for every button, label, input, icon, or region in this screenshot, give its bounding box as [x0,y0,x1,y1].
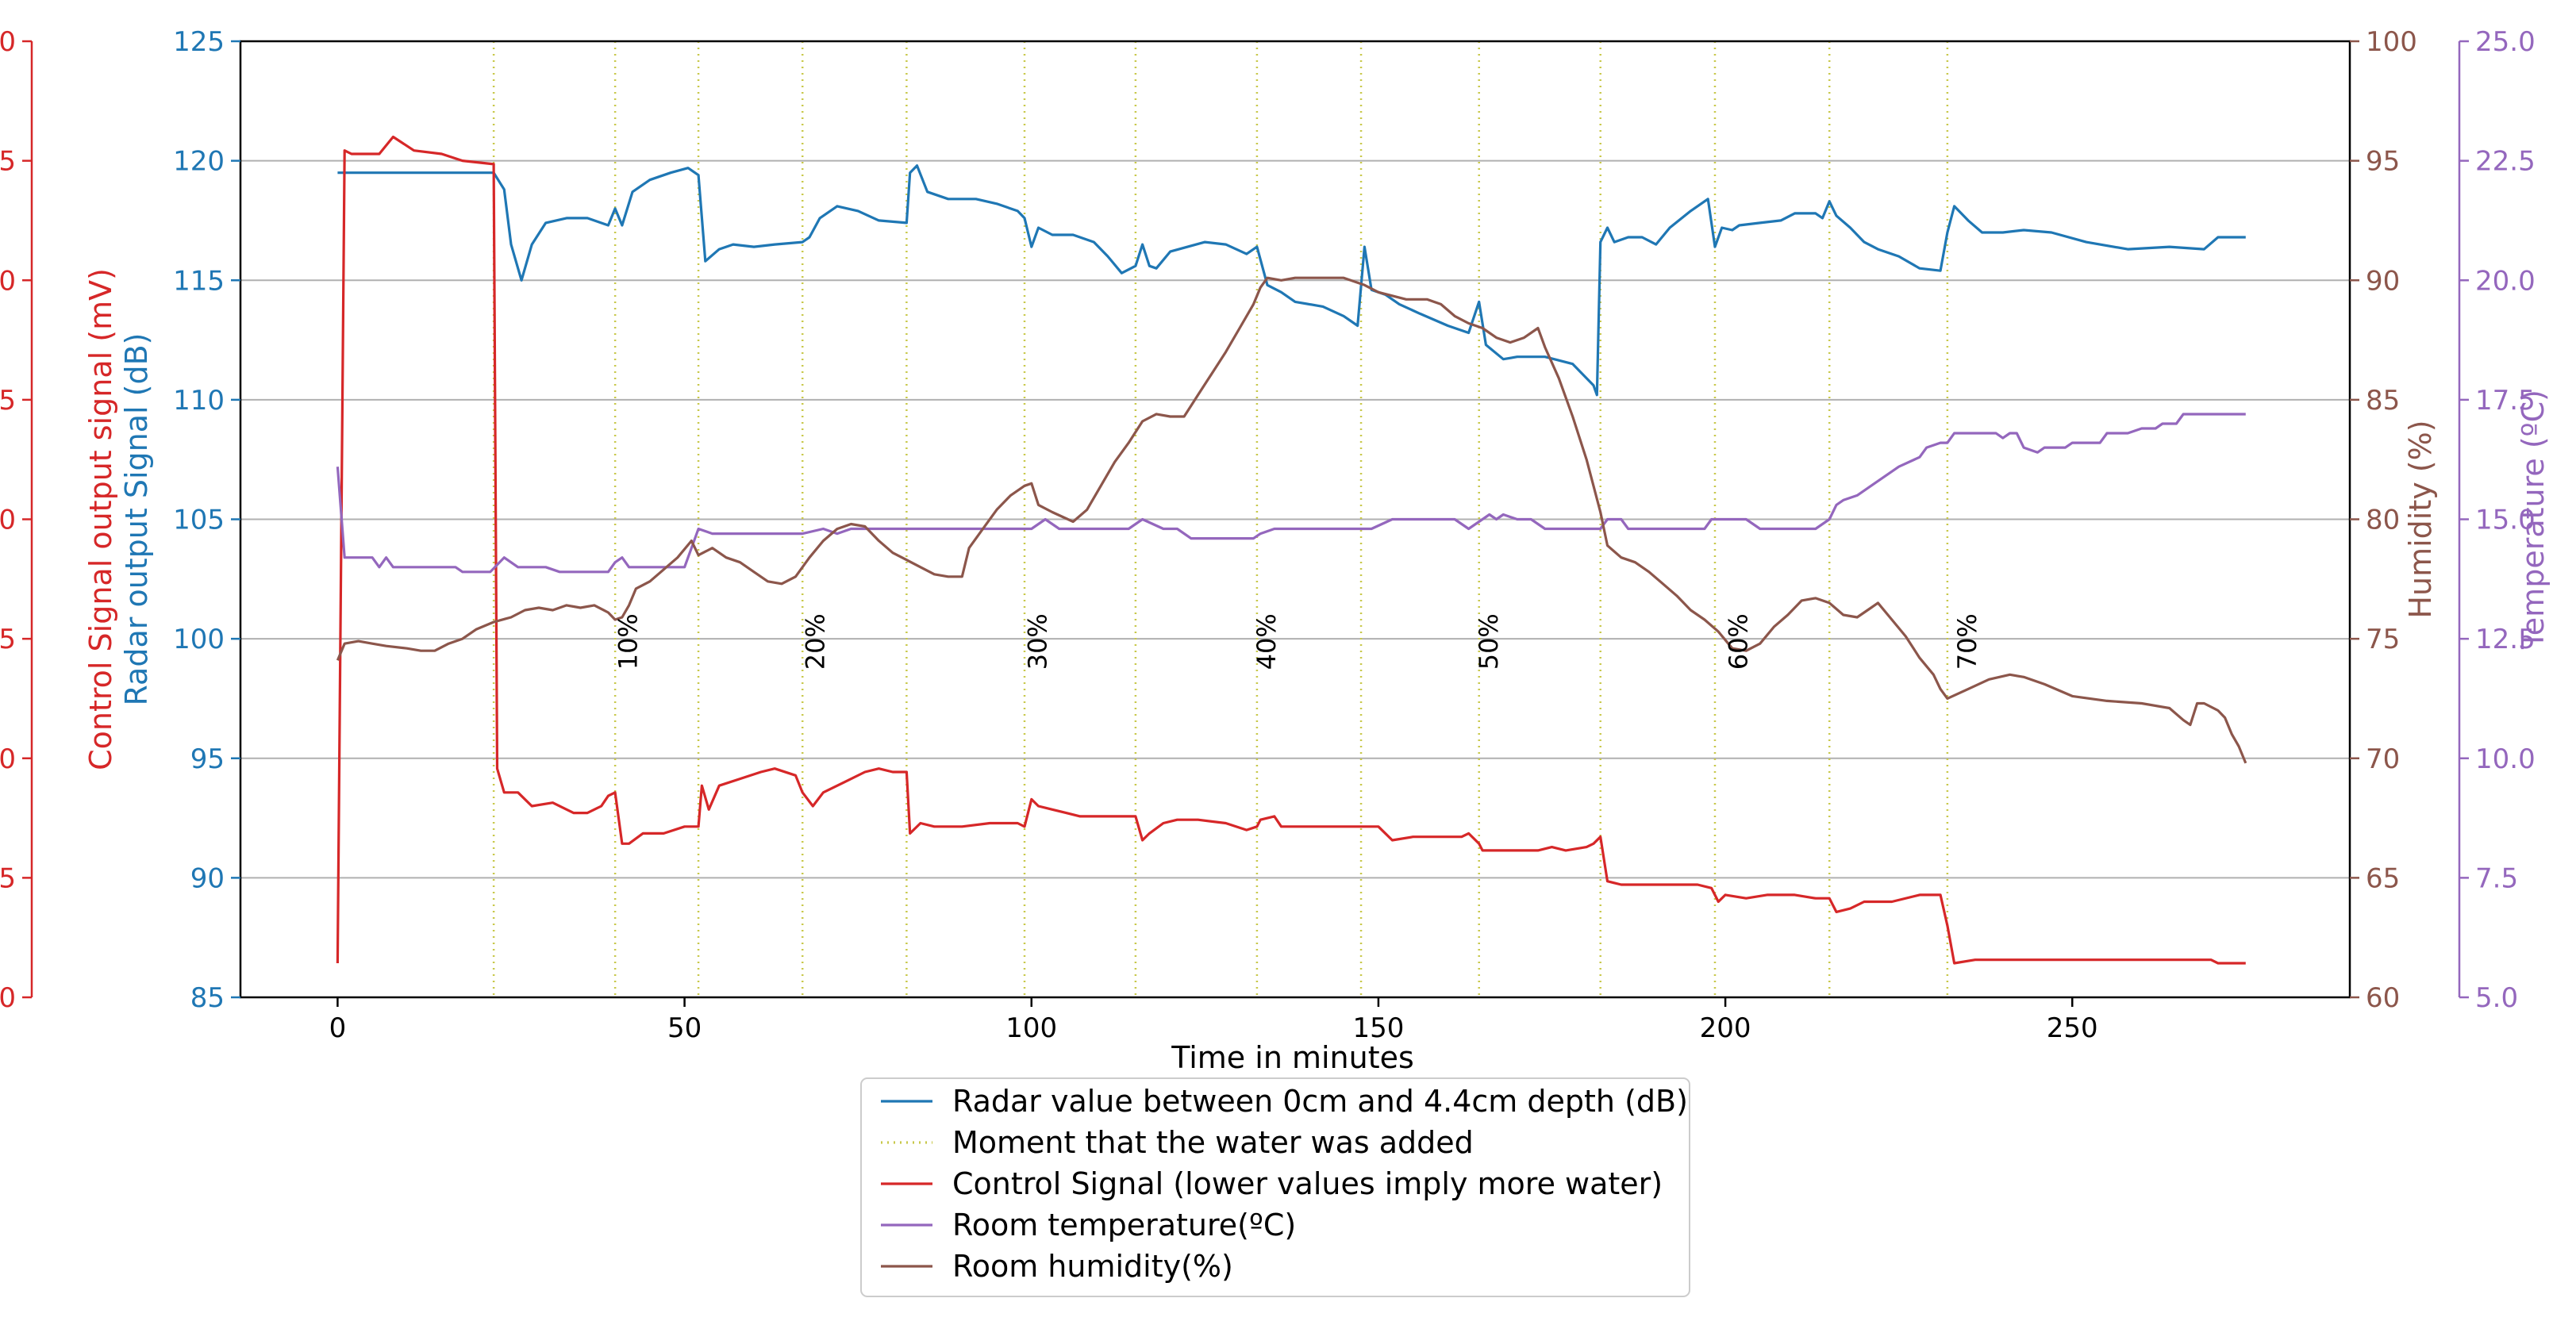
series-lines [336,135,2247,965]
legend-entry-label: Moment that the water was added [952,1125,1474,1160]
humidity-tick-label: 90 [2366,265,2400,297]
temperature-tick-label: 5.0 [2475,982,2518,1014]
humidity-tick-label: 70 [2366,743,2400,775]
humidity-tick-label: 65 [2366,862,2400,894]
radar-tick-label: 95 [190,743,225,775]
water-percentage-label: 30% [1022,613,1052,670]
legend: Radar value between 0cm and 4.4cm depth … [860,1077,1690,1297]
water-percentage-label: 20% [801,613,831,670]
legend-entry-label: Radar value between 0cm and 4.4cm depth … [952,1084,1688,1119]
radar-tick-label: 105 [173,505,225,536]
temperature-axis-label: Temperature (ºC) [2516,390,2551,650]
temperature-tick-label: 12.5 [2475,624,2536,655]
humidity-tick-label: 95 [2366,146,2400,178]
legend-entry-label: Control Signal (lower values imply more … [952,1166,1663,1201]
control-tick-label: 445 [0,385,16,417]
humidity-series-line [336,276,2247,764]
radar-axis-label: Radar output Signal (dB) [119,332,154,705]
humidity-axis-label: Humidity (%) [2403,420,2438,618]
humidity-tick-label: 85 [2366,385,2400,417]
control-tick-label: 410 [0,505,16,536]
x-axis-label: Time in minutes [1171,1040,1414,1075]
temperature-tick-label: 22.5 [2475,146,2536,178]
water-percentage-labels: 10% 20% 30% 40% 50% 60% 70% [613,613,1982,670]
temperature-tick-label: 20.0 [2475,265,2536,297]
humidity-tick-label: 60 [2366,982,2400,1014]
temperature-tick-label: 7.5 [2475,862,2518,894]
temperature-tick-label: 15.0 [2475,505,2536,536]
humidity-tick-label: 75 [2366,624,2400,655]
control-tick-label: 270 [0,982,16,1014]
x-tick-label: 0 [329,1012,347,1044]
x-tick-label: 200 [1700,1012,1751,1044]
x-tick-label: 150 [1352,1012,1404,1044]
water-percentage-label: 60% [1724,613,1754,670]
radar-tick-label: 115 [173,265,225,297]
temperature-tick-label: 10.0 [2475,743,2536,775]
radar-tick-label: 100 [173,624,225,655]
humidity-tick-label: 80 [2366,505,2400,536]
control-tick-label: 515 [0,146,16,178]
control-tick-label: 550 [0,26,16,58]
humidity-tick-label: 100 [2366,26,2417,58]
control-tick-label: 480 [0,265,16,297]
control-axis-label: Control Signal output signal (mV) [83,268,118,770]
legend-box [860,1077,1690,1297]
x-tick-label: 100 [1005,1012,1057,1044]
water-percentage-label: 70% [1952,613,1982,670]
radar-tick-label: 110 [173,385,225,417]
control-tick-label: 375 [0,624,16,655]
radar-tick-label: 90 [190,862,225,894]
axes: 0 50 100 150 200 250 85 90 95 100 105 110 115 120 125 R… [0,26,2551,1044]
radar-series-line [337,164,2246,397]
grid-lines [240,159,2350,879]
control-tick-label: 305 [0,862,16,894]
legend-entry-label: Room temperature(ºC) [952,1208,1296,1242]
temperature-tick-label: 17.5 [2475,385,2536,417]
x-tick-label: 250 [2047,1012,2098,1044]
x-tick-label: 50 [667,1012,702,1044]
radar-tick-label: 120 [173,146,225,178]
radar-tick-label: 125 [173,26,225,58]
legend-entry-label: Room humidity(%) [952,1249,1233,1284]
control-tick-label: 340 [0,743,16,775]
temperature-series-line [336,413,2246,574]
water-percentage-label: 10% [613,613,644,670]
water-percentage-label: 50% [1474,613,1504,670]
control-series-line [336,135,2246,965]
temperature-tick-label: 25.0 [2475,26,2536,58]
radar-tick-label: 85 [190,982,225,1014]
water-percentage-label: 40% [1251,613,1282,670]
